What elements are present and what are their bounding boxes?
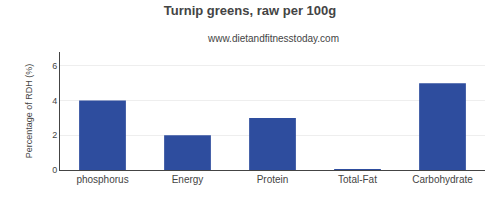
svg-text:Carbohydrate: Carbohydrate: [412, 174, 473, 185]
svg-text:Protein: Protein: [257, 174, 289, 185]
svg-text:6: 6: [52, 61, 57, 71]
svg-text:Percentage of RDH (%): Percentage of RDH (%): [24, 64, 34, 159]
svg-text:0: 0: [52, 165, 57, 175]
svg-text:phosphorus: phosphorus: [76, 174, 128, 185]
svg-text:2: 2: [52, 130, 57, 140]
svg-text:Energy: Energy: [172, 174, 204, 185]
svg-text:Total-Fat: Total-Fat: [338, 174, 377, 185]
svg-text:www.dietandfitnesstoday.com: www.dietandfitnesstoday.com: [207, 33, 339, 44]
svg-text:Turnip greens, raw per 100g: Turnip greens, raw per 100g: [164, 3, 336, 18]
svg-text:4: 4: [52, 96, 57, 106]
